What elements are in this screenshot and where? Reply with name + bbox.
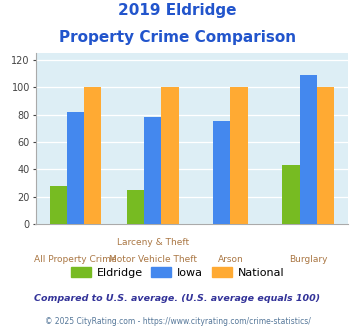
Text: Larceny & Theft: Larceny & Theft	[117, 238, 189, 247]
Bar	[50, 186, 67, 224]
Bar	[317, 87, 334, 224]
Text: Property Crime Comparison: Property Crime Comparison	[59, 30, 296, 45]
Bar	[230, 87, 247, 224]
Bar	[144, 117, 162, 224]
Text: Motor Vehicle Theft: Motor Vehicle Theft	[109, 255, 197, 264]
Text: All Property Crime: All Property Crime	[34, 255, 116, 264]
Bar	[84, 87, 101, 224]
Text: Burglary: Burglary	[289, 255, 327, 264]
Legend: Eldridge, Iowa, National: Eldridge, Iowa, National	[66, 263, 289, 282]
Bar	[283, 165, 300, 224]
Bar	[67, 112, 84, 224]
Bar	[300, 75, 317, 224]
Text: © 2025 CityRating.com - https://www.cityrating.com/crime-statistics/: © 2025 CityRating.com - https://www.city…	[45, 317, 310, 326]
Bar	[213, 121, 230, 224]
Text: Compared to U.S. average. (U.S. average equals 100): Compared to U.S. average. (U.S. average …	[34, 294, 321, 303]
Bar	[162, 87, 179, 224]
Text: 2019 Eldridge: 2019 Eldridge	[118, 3, 237, 18]
Bar	[127, 190, 144, 224]
Text: Arson: Arson	[218, 255, 244, 264]
